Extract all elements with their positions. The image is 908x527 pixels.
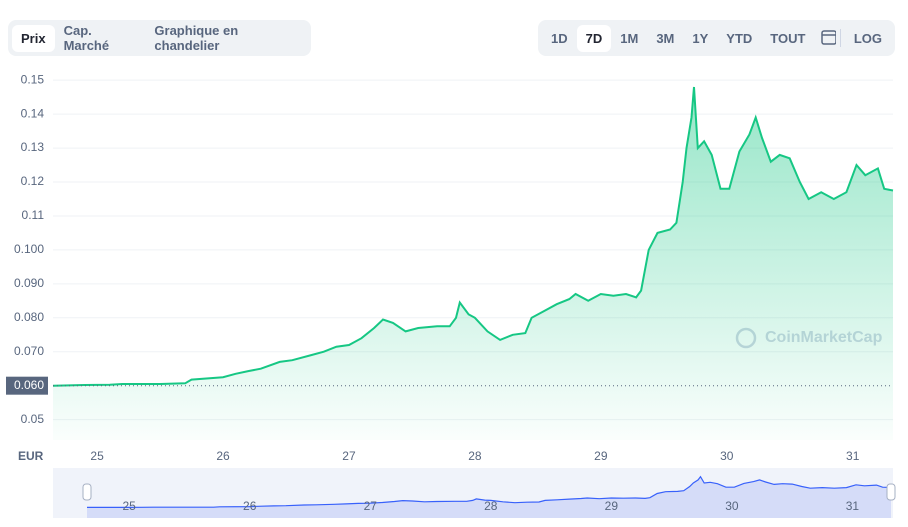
baseline-label: 0.060	[14, 378, 44, 392]
y-tick-label: 0.080	[14, 310, 44, 324]
x-tick-label: 26	[216, 449, 230, 463]
calendar-icon[interactable]	[814, 28, 837, 48]
range[interactable]: TOUT	[770, 30, 806, 46]
x-tick-label: 30	[720, 449, 734, 463]
x-tick-label: 28	[468, 449, 482, 463]
x-tick-label: 25	[90, 449, 104, 463]
navigator-tick-label: 31	[846, 499, 860, 513]
navigator-tick-label: 29	[605, 499, 619, 513]
navigator-tick-label: 26	[243, 499, 257, 513]
y-tick-label: 0.12	[21, 174, 45, 188]
x-tick-label: 31	[846, 449, 860, 463]
y-tick-label: 0.11	[22, 208, 45, 222]
y-tick-label: 0.070	[14, 344, 44, 358]
price-area	[53, 87, 893, 440]
y-tick-label: 0.15	[21, 72, 45, 86]
range[interactable]: 1Y	[692, 30, 709, 46]
y-tick-label: 0.14	[21, 106, 45, 120]
navigator-tick-label: 28	[484, 499, 498, 513]
watermark: CoinMarketCap	[765, 329, 883, 346]
y-tick-label: 0.090	[14, 276, 44, 290]
watermark-logo	[735, 327, 757, 349]
y-tick-label: 0.100	[14, 242, 44, 256]
navigator-bg	[53, 468, 893, 518]
range[interactable]: 3M	[656, 30, 675, 46]
currency-label: EUR	[18, 449, 44, 463]
tab[interactable]: Graphique en chandelier	[154, 23, 239, 53]
range[interactable]: 1M	[620, 30, 639, 46]
range[interactable]: 1D	[551, 30, 568, 46]
navigator-tick-label: 27	[364, 499, 378, 513]
navigator-tick-label: 30	[725, 499, 739, 513]
range-tabs: 1D 7D 1M 3M 1Y YTD TOUT LOG	[538, 20, 895, 56]
range[interactable]: 7D	[576, 24, 612, 52]
tab[interactable]: Prix	[12, 24, 55, 52]
navigator-tick-label: 25	[123, 499, 137, 513]
x-tick-label: 29	[594, 449, 608, 463]
y-tick-label: 0.13	[21, 140, 45, 154]
range[interactable]: YTD	[726, 30, 753, 46]
y-tick-label: 0.05	[21, 412, 45, 426]
chart-type-tabs: Prix Cap. Marché Graphique en chandelier	[8, 20, 311, 56]
navigator-area	[87, 476, 891, 518]
log-toggle[interactable]: LOG	[853, 30, 882, 46]
tab[interactable]: Cap. Marché	[63, 23, 110, 53]
navigator-line	[87, 475, 892, 508]
price-line	[52, 86, 894, 387]
x-tick-label: 27	[342, 449, 356, 463]
baseline-badge	[6, 376, 48, 395]
navigator-handle	[886, 483, 896, 501]
navigator-handle	[82, 483, 92, 501]
